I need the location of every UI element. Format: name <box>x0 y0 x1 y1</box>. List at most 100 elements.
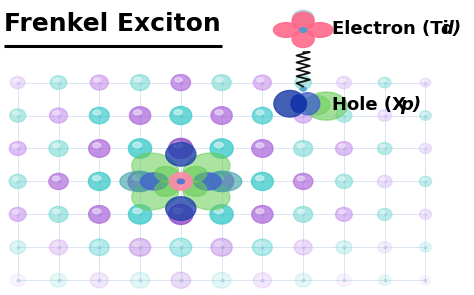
Ellipse shape <box>54 276 60 280</box>
Ellipse shape <box>128 171 152 191</box>
Ellipse shape <box>133 175 142 181</box>
Text: Electron (Ti: Electron (Ti <box>332 19 455 37</box>
Ellipse shape <box>173 208 182 214</box>
Ellipse shape <box>166 142 196 166</box>
Ellipse shape <box>174 110 182 115</box>
Ellipse shape <box>92 176 101 181</box>
Ellipse shape <box>339 243 345 247</box>
Ellipse shape <box>378 275 391 286</box>
Ellipse shape <box>215 242 223 247</box>
Ellipse shape <box>380 211 386 214</box>
Ellipse shape <box>133 142 142 148</box>
Ellipse shape <box>215 110 223 115</box>
Ellipse shape <box>252 140 273 157</box>
Ellipse shape <box>169 173 192 190</box>
Ellipse shape <box>132 153 179 184</box>
Ellipse shape <box>337 274 351 286</box>
Ellipse shape <box>13 276 19 280</box>
Ellipse shape <box>381 112 386 115</box>
Ellipse shape <box>90 273 108 288</box>
Ellipse shape <box>211 107 232 124</box>
Ellipse shape <box>13 243 19 247</box>
Ellipse shape <box>336 207 352 221</box>
Ellipse shape <box>166 197 196 220</box>
Ellipse shape <box>256 242 264 247</box>
Ellipse shape <box>216 275 223 280</box>
Ellipse shape <box>419 176 432 186</box>
Ellipse shape <box>254 273 271 288</box>
Text: d): d) <box>440 19 462 37</box>
Ellipse shape <box>10 109 26 122</box>
Ellipse shape <box>252 206 273 223</box>
Ellipse shape <box>175 77 182 82</box>
Ellipse shape <box>54 78 60 82</box>
Ellipse shape <box>50 76 67 89</box>
Ellipse shape <box>422 244 426 247</box>
Ellipse shape <box>307 23 333 37</box>
Ellipse shape <box>53 143 60 148</box>
Ellipse shape <box>294 108 312 123</box>
Ellipse shape <box>305 92 347 120</box>
Ellipse shape <box>10 241 26 254</box>
Text: Hole (X: Hole (X <box>332 96 412 114</box>
Ellipse shape <box>155 167 179 183</box>
Ellipse shape <box>132 179 179 210</box>
Ellipse shape <box>53 111 60 115</box>
Ellipse shape <box>171 272 191 288</box>
Ellipse shape <box>94 276 100 280</box>
Ellipse shape <box>378 242 392 253</box>
Ellipse shape <box>169 204 193 224</box>
Ellipse shape <box>381 244 386 247</box>
Ellipse shape <box>338 177 345 181</box>
Ellipse shape <box>12 210 19 214</box>
Ellipse shape <box>336 241 352 254</box>
Ellipse shape <box>339 210 345 214</box>
Ellipse shape <box>377 142 392 155</box>
Ellipse shape <box>422 277 426 280</box>
Ellipse shape <box>133 208 142 214</box>
Ellipse shape <box>90 75 108 90</box>
Ellipse shape <box>183 153 230 184</box>
Ellipse shape <box>303 96 330 115</box>
Ellipse shape <box>89 140 110 157</box>
Ellipse shape <box>210 171 234 191</box>
Ellipse shape <box>300 28 307 32</box>
Ellipse shape <box>292 11 314 26</box>
Ellipse shape <box>12 144 19 148</box>
Ellipse shape <box>129 238 151 256</box>
Ellipse shape <box>177 179 184 184</box>
Ellipse shape <box>255 176 264 181</box>
Ellipse shape <box>89 206 110 223</box>
Ellipse shape <box>339 276 345 280</box>
Ellipse shape <box>10 76 25 89</box>
Ellipse shape <box>257 78 264 82</box>
Ellipse shape <box>256 209 264 214</box>
Ellipse shape <box>134 78 141 82</box>
Ellipse shape <box>420 276 431 285</box>
Ellipse shape <box>256 110 264 115</box>
Ellipse shape <box>257 276 264 280</box>
Ellipse shape <box>210 205 233 224</box>
Text: Frenkel Exciton: Frenkel Exciton <box>4 12 221 36</box>
Ellipse shape <box>380 178 386 181</box>
Ellipse shape <box>182 180 207 196</box>
Ellipse shape <box>183 179 230 210</box>
Ellipse shape <box>128 205 152 224</box>
Ellipse shape <box>12 177 19 181</box>
Ellipse shape <box>50 273 67 287</box>
Ellipse shape <box>211 238 232 256</box>
Ellipse shape <box>252 172 273 191</box>
Ellipse shape <box>273 23 299 37</box>
Ellipse shape <box>140 173 168 190</box>
Ellipse shape <box>9 174 26 189</box>
Ellipse shape <box>337 76 351 89</box>
Ellipse shape <box>294 240 312 255</box>
Ellipse shape <box>182 167 207 183</box>
Ellipse shape <box>297 143 304 148</box>
Ellipse shape <box>297 176 304 181</box>
Ellipse shape <box>49 141 68 156</box>
Ellipse shape <box>336 174 353 189</box>
Ellipse shape <box>336 109 352 122</box>
Ellipse shape <box>339 111 345 115</box>
Ellipse shape <box>93 110 100 115</box>
